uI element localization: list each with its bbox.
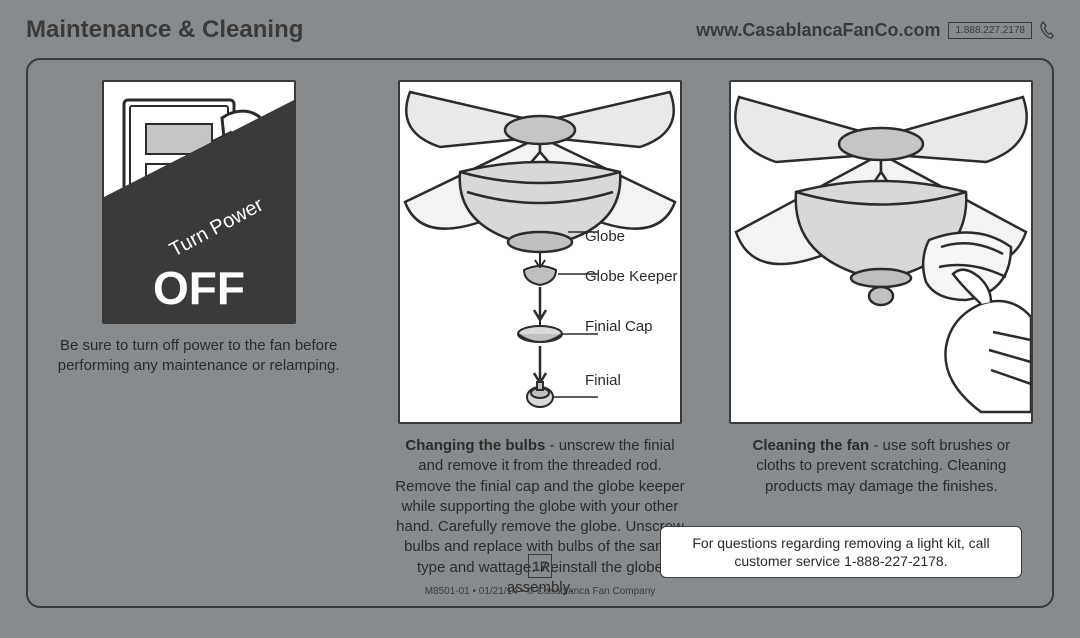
label-globe-keeper: Globe Keeper — [585, 268, 678, 286]
figure-cleaning — [729, 80, 1033, 424]
content-frame: Turn Power OFF Be sure to turn off power… — [26, 58, 1054, 608]
label-globe: Globe — [585, 228, 678, 246]
column-cleaning: Cleaning the fan - use soft brushes or c… — [731, 80, 1031, 497]
caption-cleaning: Cleaning the fan - use soft brushes or c… — [736, 436, 1026, 497]
header-right: www.CasablancaFanCo.com 1.888.227.2178 — [696, 20, 1054, 41]
phone-number-box: 1.888.227.2178 — [948, 22, 1032, 39]
figure-power-off: Turn Power OFF — [102, 80, 296, 324]
label-finial-cap: Finial Cap — [585, 318, 678, 336]
columns: Turn Power OFF Be sure to turn off power… — [28, 80, 1052, 536]
footer-meta: M8501-01 • 01/21/14 • © Casablanca Fan C… — [425, 586, 656, 597]
label-finial: Finial — [585, 372, 678, 390]
caption-bold: Changing the bulbs — [405, 437, 545, 454]
page-number: 17 — [528, 554, 552, 578]
caption-power-off: Be sure to turn off power to the fan bef… — [54, 336, 344, 377]
column-changing-bulbs: Globe Globe Keeper Finial Cap Finial Cha… — [390, 80, 690, 598]
part-labels: Globe Globe Keeper Finial Cap Finial — [585, 228, 678, 412]
column-power-off: Turn Power OFF Be sure to turn off power… — [49, 80, 349, 377]
phone-icon — [1040, 21, 1054, 39]
manual-page: Maintenance & Cleaning www.CasablancaFan… — [0, 0, 1080, 638]
page-title: Maintenance & Cleaning — [26, 16, 303, 44]
caption-bold-3: Cleaning the fan — [753, 437, 870, 454]
company-url: www.CasablancaFanCo.com — [696, 20, 940, 41]
page-header: Maintenance & Cleaning www.CasablancaFan… — [26, 16, 1054, 44]
customer-service-note: For questions regarding removing a light… — [660, 526, 1022, 578]
off-text: OFF — [153, 262, 245, 314]
